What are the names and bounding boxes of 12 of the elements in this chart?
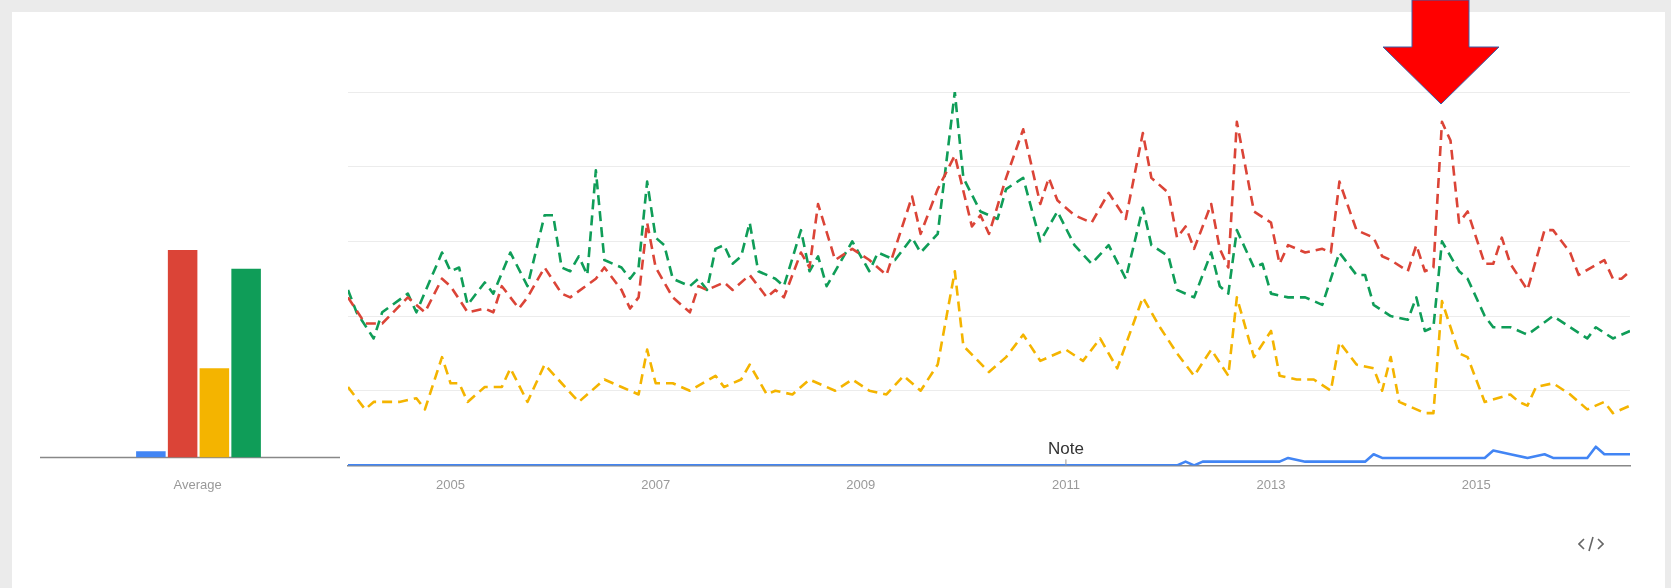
x-tick-label: 2011 (1051, 476, 1080, 492)
annotation: Note (1047, 438, 1084, 458)
x-tick-label: 2013 (1256, 476, 1286, 492)
x-tick-label: 2007 (641, 476, 671, 492)
bar (136, 451, 166, 458)
bar (167, 250, 198, 458)
bar (231, 268, 261, 458)
x-tick-label: 2009 (846, 476, 876, 492)
x-tick-label: 2015 (1461, 476, 1491, 492)
bar (199, 368, 230, 458)
x-tick-label: 2005 (436, 476, 466, 492)
x-tick-label: Average (173, 476, 222, 492)
